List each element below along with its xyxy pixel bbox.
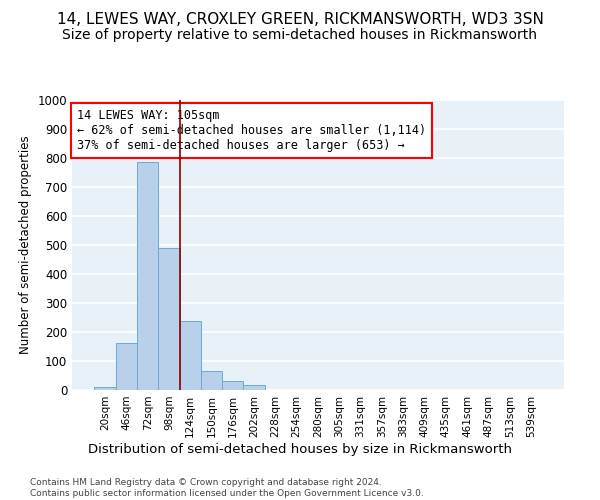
Text: 14 LEWES WAY: 105sqm
← 62% of semi-detached houses are smaller (1,114)
37% of se: 14 LEWES WAY: 105sqm ← 62% of semi-detac… [77, 108, 426, 152]
Y-axis label: Number of semi-detached properties: Number of semi-detached properties [19, 136, 32, 354]
Text: Distribution of semi-detached houses by size in Rickmansworth: Distribution of semi-detached houses by … [88, 442, 512, 456]
Bar [116, 343, 137, 390]
Text: 14, LEWES WAY, CROXLEY GREEN, RICKMANSWORTH, WD3 3SN: 14, LEWES WAY, CROXLEY GREEN, RICKMANSWO… [56, 12, 544, 28]
Bar [158, 248, 179, 390]
Text: Size of property relative to semi-detached houses in Rickmansworth: Size of property relative to semi-detach… [62, 28, 538, 42]
Bar [137, 162, 158, 390]
Bar [222, 382, 244, 390]
Bar [244, 385, 265, 390]
Text: Contains HM Land Registry data © Crown copyright and database right 2024.
Contai: Contains HM Land Registry data © Crown c… [30, 478, 424, 498]
Bar [94, 386, 116, 390]
Bar [201, 371, 222, 390]
Bar [179, 322, 201, 390]
